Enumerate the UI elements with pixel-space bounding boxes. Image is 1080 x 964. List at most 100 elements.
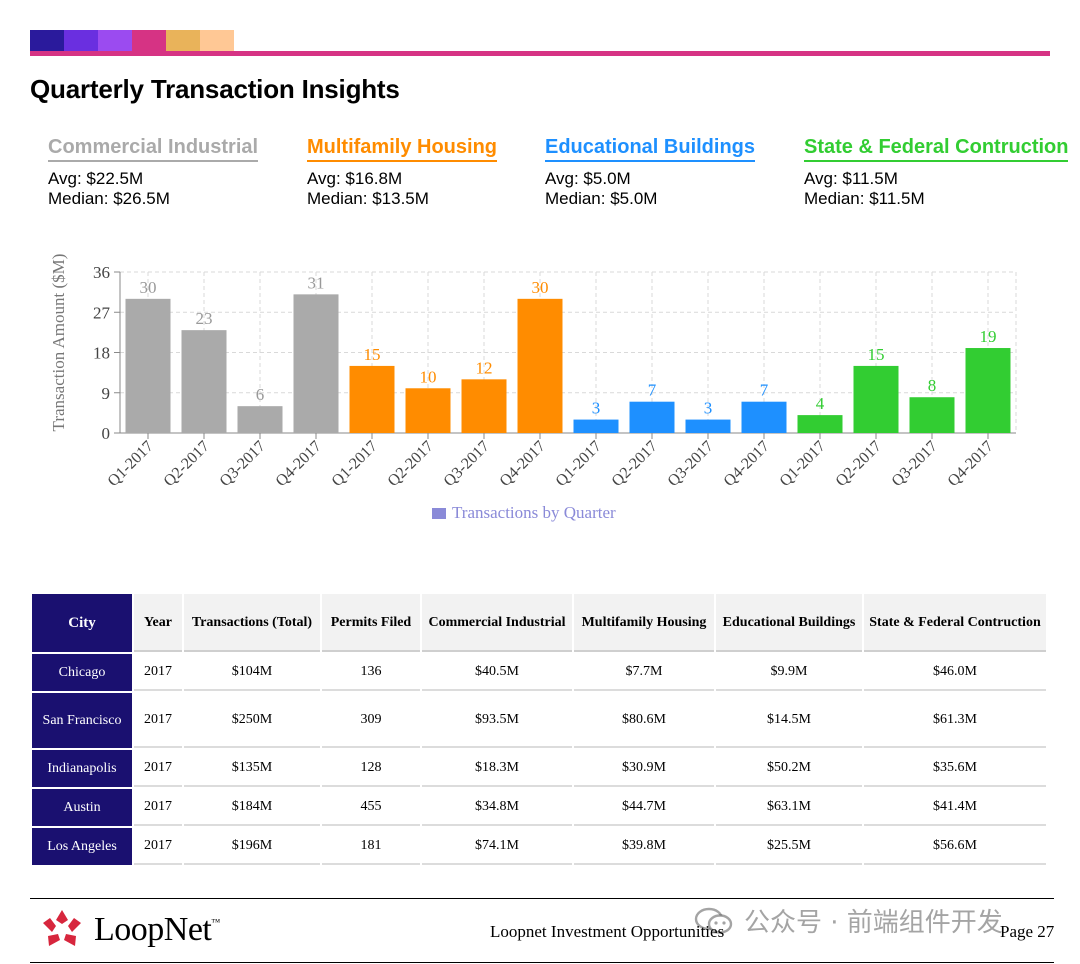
table-cell: 2017: [134, 828, 182, 865]
color-swatch: [98, 30, 132, 52]
x-tick-label: Q1-2017: [777, 438, 829, 490]
bar-value-label: 19: [980, 327, 997, 346]
table-cell: 2017: [134, 654, 182, 691]
bar: [965, 348, 1011, 433]
table-cell: $34.8M: [422, 789, 572, 826]
x-tick-label: Q2-2017: [833, 438, 885, 490]
color-swatch: [166, 30, 200, 52]
y-tick-label: 27: [93, 303, 111, 322]
x-tick-label: Q4-2017: [273, 438, 325, 490]
table-cell: $40.5M: [422, 654, 572, 691]
x-tick-label: Q1-2017: [329, 438, 381, 490]
x-tick-label: Q1-2017: [553, 438, 605, 490]
x-tick-label: Q4-2017: [721, 438, 773, 490]
logo-petal: [64, 934, 76, 946]
table-cell-city: Chicago: [32, 654, 132, 691]
table-cell: $93.5M: [422, 693, 572, 748]
table-cell: $39.8M: [574, 828, 714, 865]
col-header-multifamily: Multifamily Housing: [574, 594, 714, 652]
bar: [349, 365, 395, 433]
x-tick-label: Q4-2017: [945, 438, 997, 490]
logo-petal: [43, 918, 56, 932]
table-cell: $18.3M: [422, 750, 572, 787]
bar-value-label: 6: [256, 385, 265, 404]
x-tick-label: Q3-2017: [217, 438, 269, 490]
table-cell: 128: [322, 750, 420, 787]
stat-median: Median: $5.0M: [545, 189, 658, 208]
x-tick-label: Q2-2017: [609, 438, 661, 490]
bar: [237, 406, 283, 433]
table-cell: $14.5M: [716, 693, 862, 748]
stat-educational-buildings: Educational Buildings Avg: $5.0M Median:…: [545, 136, 756, 209]
table-cell: $135M: [184, 750, 320, 787]
x-tick-label: Q3-2017: [665, 438, 717, 490]
table-cell: $250M: [184, 693, 320, 748]
stat-name: Educational Buildings: [545, 136, 756, 162]
stat-name: State & Federal Contruction: [804, 136, 1069, 162]
table-cell: $104M: [184, 654, 320, 691]
table-cell-city: Indianapolis: [32, 750, 132, 787]
bar: [909, 397, 955, 433]
table-cell: $41.4M: [864, 789, 1046, 826]
stat-median: Median: $13.5M: [307, 189, 429, 208]
col-header-year: Year: [134, 594, 182, 652]
table-cell: 455: [322, 789, 420, 826]
table-row: Los Angeles 2017 $196M 181 $74.1M $39.8M $25.5…: [32, 828, 1046, 865]
logo-petal: [68, 918, 81, 932]
y-tick-label: 18: [93, 344, 110, 363]
table-row: Indianapolis 2017 $135M 128 $18.3M $30.9M $50.…: [32, 750, 1046, 787]
table-cell: $196M: [184, 828, 320, 865]
table-cell: $30.9M: [574, 750, 714, 787]
bar-value-label: 3: [592, 399, 601, 418]
table-cell-city: San Francisco: [32, 693, 132, 748]
table-cell: $50.2M: [716, 750, 862, 787]
y-tick-label: 9: [102, 384, 111, 403]
watermark-text: 公众号 · 前端组件开发: [744, 908, 1003, 938]
brand-label: LoopNet: [94, 911, 212, 948]
x-tick-label: Q1-2017: [105, 438, 157, 490]
table-cell: $35.6M: [864, 750, 1046, 787]
bar: [517, 298, 563, 433]
bar-value-label: 23: [196, 309, 213, 328]
table-cell: $44.7M: [574, 789, 714, 826]
stat-avg: Avg: $16.8M: [307, 169, 403, 188]
stat-avg: Avg: $11.5M: [804, 169, 898, 188]
stat-avg: Avg: $5.0M: [545, 169, 631, 188]
y-axis-label: Transaction Amount ($M): [49, 254, 68, 432]
bar: [461, 379, 507, 433]
col-header-permits: Permits Filed: [322, 594, 420, 652]
loopnet-logo: LoopNet™: [38, 906, 220, 954]
x-tick-label: Q2-2017: [161, 438, 213, 490]
table-row: San Francisco 2017 $250M 309 $93.5M $80.6M $14…: [32, 693, 1046, 748]
table-row: Austin 2017 $184M 455 $34.8M $44.7M $63.1M $41.…: [32, 789, 1046, 826]
bar: [853, 365, 899, 433]
table-cell: $7.7M: [574, 654, 714, 691]
bar: [741, 401, 787, 433]
x-tick-label: Q4-2017: [497, 438, 549, 490]
table-cell: $74.1M: [422, 828, 572, 865]
stat-state-federal: State & Federal Contruction Avg: $11.5M …: [804, 136, 1069, 209]
page-number: Page 27: [1000, 922, 1055, 941]
bar: [181, 330, 227, 433]
table-cell: 181: [322, 828, 420, 865]
stat-name: Multifamily Housing: [307, 136, 497, 162]
stat-median: Median: $11.5M: [804, 189, 925, 208]
footer-center-text: Loopnet Investment Opportunities: [490, 922, 725, 941]
stat-name: Commercial Industrial: [48, 136, 259, 162]
brand-tm: ™: [211, 917, 220, 927]
bar-value-label: 7: [648, 381, 657, 400]
logo-petal: [48, 934, 60, 946]
bar-value-label: 4: [816, 394, 825, 413]
table-cell: $80.6M: [574, 693, 714, 748]
col-header-transactions: Transactions (Total): [184, 594, 320, 652]
y-tick-label: 0: [102, 424, 111, 443]
table-cell: 136: [322, 654, 420, 691]
bar-value-label: 7: [760, 381, 769, 400]
legend-label: Transactions by Quarter: [452, 503, 616, 522]
table-cell: 2017: [134, 750, 182, 787]
bar-value-label: 10: [420, 367, 437, 386]
loopnet-mark-icon: [43, 910, 81, 946]
col-header-commercial: Commercial Industrial: [422, 594, 572, 652]
color-swatch-bar: [30, 30, 234, 52]
y-tick-label: 36: [93, 263, 110, 282]
